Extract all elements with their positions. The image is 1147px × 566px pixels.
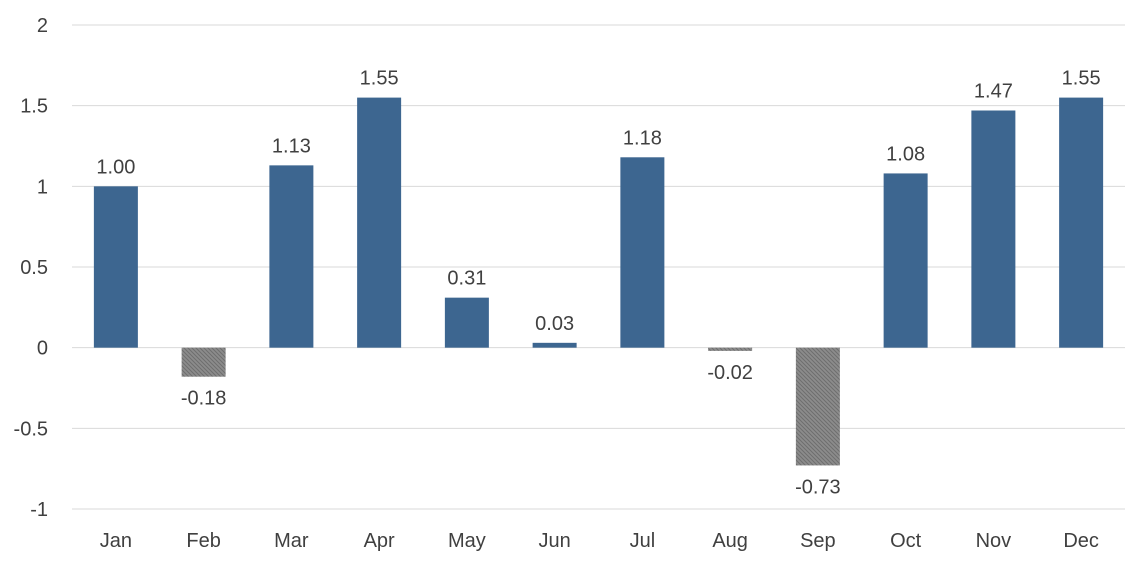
data-label-jan: 1.00 [96, 156, 135, 178]
x-axis-categories: Jan Feb Mar Apr May Jun Jul Aug Sep Oct Nov Dec [100, 530, 1099, 552]
bar-oct [883, 173, 928, 348]
x-category-label: Feb [186, 530, 220, 552]
y-tick-label: 1 [37, 176, 48, 198]
bar-apr [357, 97, 402, 348]
x-category-label: Dec [1063, 530, 1099, 552]
data-label-feb: -0.18 [181, 388, 227, 410]
x-category-label: Oct [890, 530, 922, 552]
x-category-label: Jun [539, 530, 571, 552]
x-category-label: Jul [630, 530, 656, 552]
data-label-apr: 1.55 [360, 68, 399, 90]
data-label-jul: 1.18 [623, 127, 662, 149]
y-tick-label: 0.5 [20, 257, 48, 279]
gridlines [72, 24, 1125, 510]
y-tick-label: -0.5 [14, 418, 48, 440]
x-category-label: Sep [800, 530, 836, 552]
y-tick-label: 2 [37, 15, 48, 37]
bar-mar [269, 165, 314, 348]
data-label-nov: 1.47 [974, 81, 1013, 103]
data-label-dec: 1.55 [1062, 68, 1101, 90]
data-label-oct: 1.08 [886, 143, 925, 165]
bar-sep [795, 347, 840, 466]
data-label-aug: -0.02 [707, 362, 753, 384]
bar-jan [93, 186, 138, 348]
bar-feb [181, 347, 226, 377]
y-tick-label: -1 [30, 499, 48, 521]
x-category-label: May [448, 530, 486, 552]
x-category-label: Jan [100, 530, 132, 552]
x-category-label: Nov [976, 530, 1012, 552]
bar-may [444, 297, 489, 348]
data-labels: 1.00 -0.18 1.13 1.55 0.31 0.03 1.18 -0.02 -0.73 1… [96, 68, 1100, 499]
bar-nov [971, 110, 1016, 348]
data-label-may: 0.31 [447, 268, 486, 290]
bar-jul [620, 157, 665, 348]
bars [93, 97, 1104, 466]
data-label-mar: 1.13 [272, 135, 311, 157]
y-tick-label: 1.5 [20, 96, 48, 118]
bar-dec [1059, 97, 1104, 348]
y-tick-label: 0 [37, 338, 48, 360]
bar-aug [708, 347, 753, 351]
data-label-jun: 0.03 [535, 313, 574, 335]
x-category-label: Aug [712, 530, 748, 552]
data-label-sep: -0.73 [795, 476, 841, 498]
y-axis-ticks: -1 -0.5 0 0.5 1 1.5 2 [14, 15, 48, 521]
x-category-label: Apr [364, 530, 395, 552]
bar-jun [532, 342, 577, 348]
x-category-label: Mar [274, 530, 309, 552]
